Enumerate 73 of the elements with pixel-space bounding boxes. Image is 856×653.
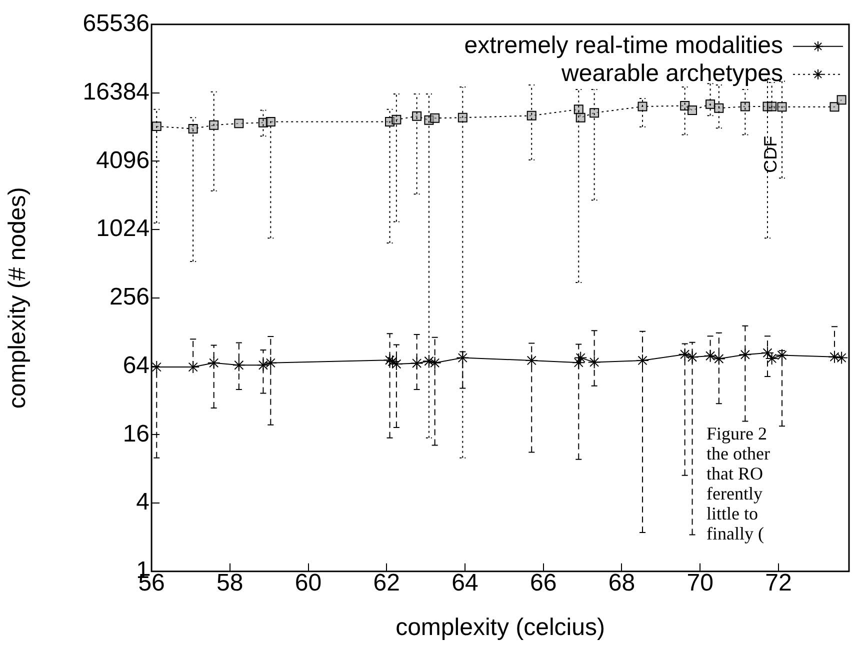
point	[410, 356, 424, 370]
point	[572, 356, 586, 370]
point	[686, 350, 699, 364]
x-tick-label: 62	[373, 569, 400, 596]
point	[209, 120, 219, 130]
y-tick-label: 256	[109, 284, 150, 311]
point	[525, 354, 538, 367]
annotation: CDF	[760, 136, 781, 173]
point	[775, 348, 788, 362]
annotation: the other	[706, 443, 770, 464]
legend-label: wearable archetypes	[560, 60, 783, 88]
point	[386, 355, 400, 368]
y-tick-label: 1024	[96, 215, 150, 242]
y-axis-title: complexity (# nodes)	[4, 187, 32, 409]
x-tick-label: 72	[765, 569, 792, 596]
point	[767, 102, 777, 112]
annotation: little to	[706, 503, 758, 524]
point	[383, 354, 396, 367]
annotation: ferently	[706, 483, 763, 504]
point	[738, 348, 752, 362]
point	[636, 354, 650, 367]
x-tick-label: 70	[686, 569, 714, 596]
point	[456, 351, 470, 364]
point	[740, 102, 750, 112]
point	[186, 360, 200, 374]
y-tick-label: 65536	[82, 10, 150, 38]
point	[412, 111, 422, 121]
x-axis-title: complexity (celcius)	[396, 614, 605, 642]
point	[590, 108, 600, 118]
y-tick-label: 16384	[82, 78, 150, 106]
point	[232, 358, 246, 372]
point	[428, 356, 442, 370]
point	[234, 118, 244, 128]
point	[828, 350, 841, 364]
point	[588, 356, 601, 369]
x-tick-label: 68	[608, 569, 636, 596]
y-tick-label: 4096	[96, 146, 150, 174]
point	[638, 102, 648, 112]
point	[777, 102, 787, 112]
point	[712, 352, 726, 366]
point	[430, 113, 440, 123]
point	[264, 356, 278, 370]
point	[458, 112, 468, 122]
annotation: that RO	[706, 463, 764, 484]
point	[706, 99, 716, 109]
point	[836, 95, 846, 105]
x-tick-label: 64	[452, 569, 478, 596]
point	[256, 358, 270, 372]
point	[392, 114, 402, 124]
y-tick-label: 4	[136, 488, 150, 516]
point	[266, 117, 276, 127]
point	[188, 124, 198, 134]
y-tick-label: 16	[122, 420, 150, 448]
point	[835, 351, 848, 364]
point	[688, 105, 698, 115]
point	[390, 358, 403, 371]
point	[526, 110, 536, 120]
point	[422, 354, 436, 368]
x-tick-label: 60	[294, 569, 322, 596]
point	[714, 103, 724, 113]
y-tick-label: 64	[122, 352, 150, 379]
point	[207, 356, 220, 370]
point	[152, 122, 162, 132]
point	[704, 349, 717, 362]
point	[574, 351, 588, 364]
annotation: Figure 2	[706, 423, 768, 444]
legend-label: extremely real-time modalities	[464, 32, 783, 60]
annotation: finally (	[706, 523, 764, 544]
x-tick-label: 66	[530, 569, 557, 596]
x-tick-label: 58	[216, 569, 244, 596]
point	[678, 348, 692, 361]
point	[576, 112, 586, 122]
point	[830, 102, 840, 112]
